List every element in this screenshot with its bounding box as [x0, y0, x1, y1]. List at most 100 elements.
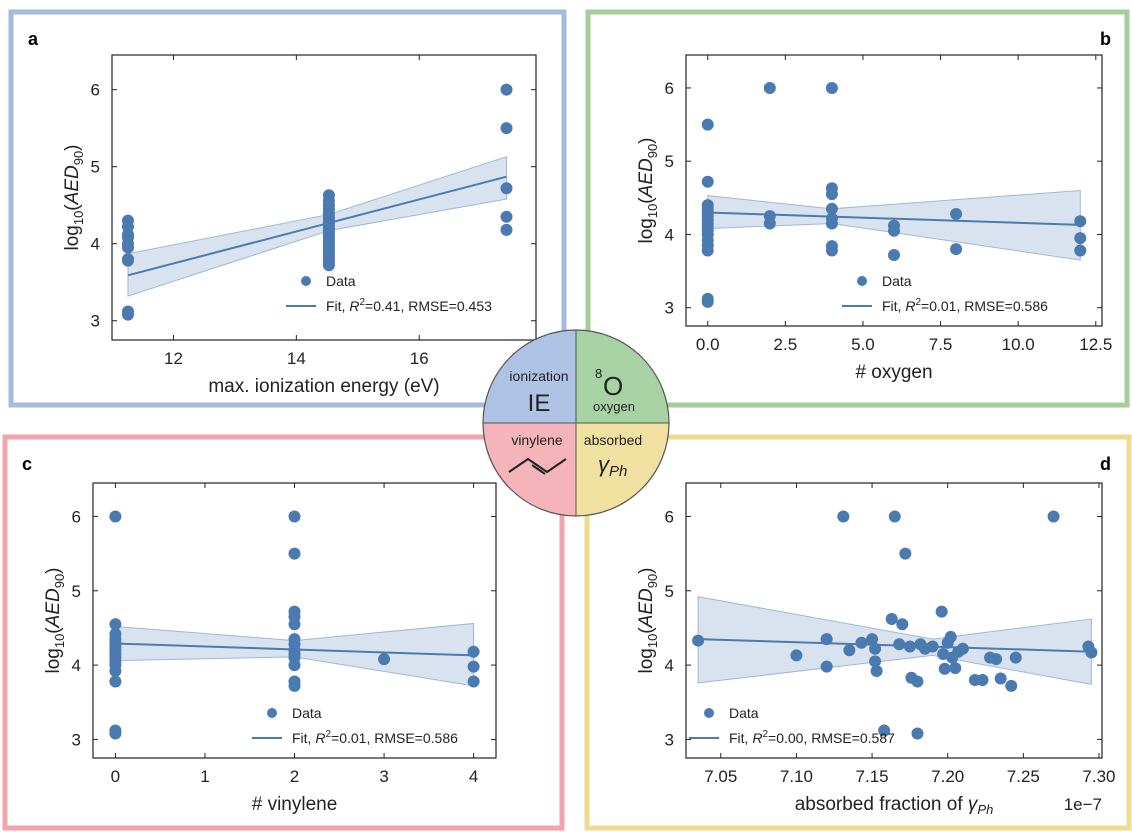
y-tick-label: 4	[91, 235, 100, 254]
y-tick-label: 4	[665, 225, 674, 244]
data-point	[1005, 679, 1018, 692]
data-point	[994, 672, 1007, 685]
data-point	[288, 605, 301, 618]
data-point	[701, 199, 714, 212]
y-tick-label: 6	[665, 79, 674, 98]
y-tick-label: 5	[665, 582, 674, 601]
data-point	[820, 633, 833, 646]
data-point	[976, 673, 989, 686]
quadrant-ie	[483, 330, 576, 423]
data-point	[288, 547, 301, 560]
y-tick-label: 3	[665, 730, 674, 749]
data-point	[888, 219, 900, 232]
panel-b-frame	[585, 9, 1130, 408]
x-tick-label: 0	[111, 767, 120, 786]
legend-data-label: Data	[292, 705, 322, 721]
x-tick-label: 7.20	[931, 767, 964, 786]
y-axis-label: log10(AED90)	[636, 137, 660, 243]
data-point	[956, 642, 969, 655]
data-point	[869, 655, 882, 668]
vinylene-caption: vinylene	[511, 432, 563, 448]
data-point	[121, 253, 134, 266]
oxygen-letter: O	[603, 371, 623, 401]
panel-d-frame	[584, 434, 1132, 831]
panel-c-frame	[2, 434, 565, 831]
panel-letter-c: c	[22, 454, 32, 474]
legend-data-marker	[857, 276, 867, 286]
data-point	[109, 675, 122, 688]
data-point	[926, 640, 939, 653]
data-point	[878, 724, 891, 737]
panel-a-frame	[8, 9, 567, 408]
legend-fit-label: Fit, R2=0.01, RMSE=0.586	[882, 297, 1048, 314]
data-point	[1074, 215, 1087, 228]
oxygen-caption: oxygen	[593, 399, 635, 414]
oxygen-superscript: 8	[595, 366, 602, 381]
x-tick-label: 7.5	[929, 335, 953, 354]
y-tick-label: 3	[72, 730, 81, 749]
data-point	[288, 510, 301, 523]
quadrant-vinylene	[483, 423, 576, 516]
x-tick-label: 5.0	[851, 335, 875, 354]
data-point	[935, 605, 948, 618]
x-axis-label: # oxygen	[855, 362, 932, 383]
x-tick-label: 14	[287, 349, 306, 368]
data-point	[896, 618, 909, 631]
ie-caption: ionization	[509, 368, 568, 384]
data-point	[121, 214, 134, 227]
data-point	[109, 627, 122, 640]
data-point	[893, 638, 906, 651]
data-point	[109, 618, 122, 631]
x-tick-label: 2	[290, 767, 299, 786]
data-point	[1074, 232, 1087, 245]
data-point	[937, 647, 950, 660]
y-axis-label: log10(AED90)	[62, 144, 86, 250]
y-axis-label: log10(AED90)	[43, 567, 67, 673]
data-point	[322, 189, 335, 202]
data-point	[288, 675, 301, 688]
data-point	[1074, 244, 1087, 257]
data-point	[500, 210, 513, 223]
data-point	[701, 118, 714, 131]
y-tick-label: 5	[665, 152, 674, 171]
legend-data-marker	[704, 708, 714, 718]
data-point	[500, 83, 513, 96]
data-point	[944, 630, 957, 643]
data-point	[938, 662, 951, 675]
absorbed-symbol-subscript: Ph	[609, 463, 627, 480]
data-point	[500, 182, 513, 195]
data-point	[1047, 510, 1060, 523]
data-point	[467, 675, 480, 688]
data-point	[692, 634, 705, 647]
data-point	[903, 640, 916, 653]
legend-fit-label: Fit, R2=0.00, RMSE=0.587	[729, 729, 895, 746]
data-point	[701, 292, 714, 305]
x-tick-label: 7.30	[1082, 767, 1115, 786]
data-point	[1009, 651, 1022, 664]
panel-letter-d: d	[1100, 454, 1111, 474]
data-point	[825, 212, 838, 225]
y-axis-label: log10(AED90)	[636, 567, 660, 673]
data-point	[467, 660, 480, 673]
x-tick-label: 10.0	[1002, 335, 1035, 354]
y-tick-label: 3	[91, 312, 100, 331]
data-point	[820, 660, 833, 673]
legend-data-marker	[301, 276, 311, 286]
y-tick-label: 4	[72, 656, 81, 675]
legend-data-label: Data	[882, 273, 912, 289]
chart-panel-a: 12 14 16 3 4 5 6 max. ionization energy (eV) log…	[62, 54, 537, 397]
data-point	[763, 210, 776, 223]
plot-frame	[111, 54, 537, 341]
panel-letter-b: b	[1100, 29, 1111, 49]
data-point	[888, 248, 900, 261]
data-point	[467, 645, 480, 658]
data-point	[950, 243, 963, 256]
vinylene-structure-icon	[508, 457, 567, 474]
data-point	[899, 547, 912, 560]
quadrant-absorbed	[576, 423, 669, 516]
x-axis-label: absorbed fraction of γPh	[795, 794, 994, 817]
data-point	[1085, 646, 1098, 659]
data-point	[869, 642, 882, 655]
